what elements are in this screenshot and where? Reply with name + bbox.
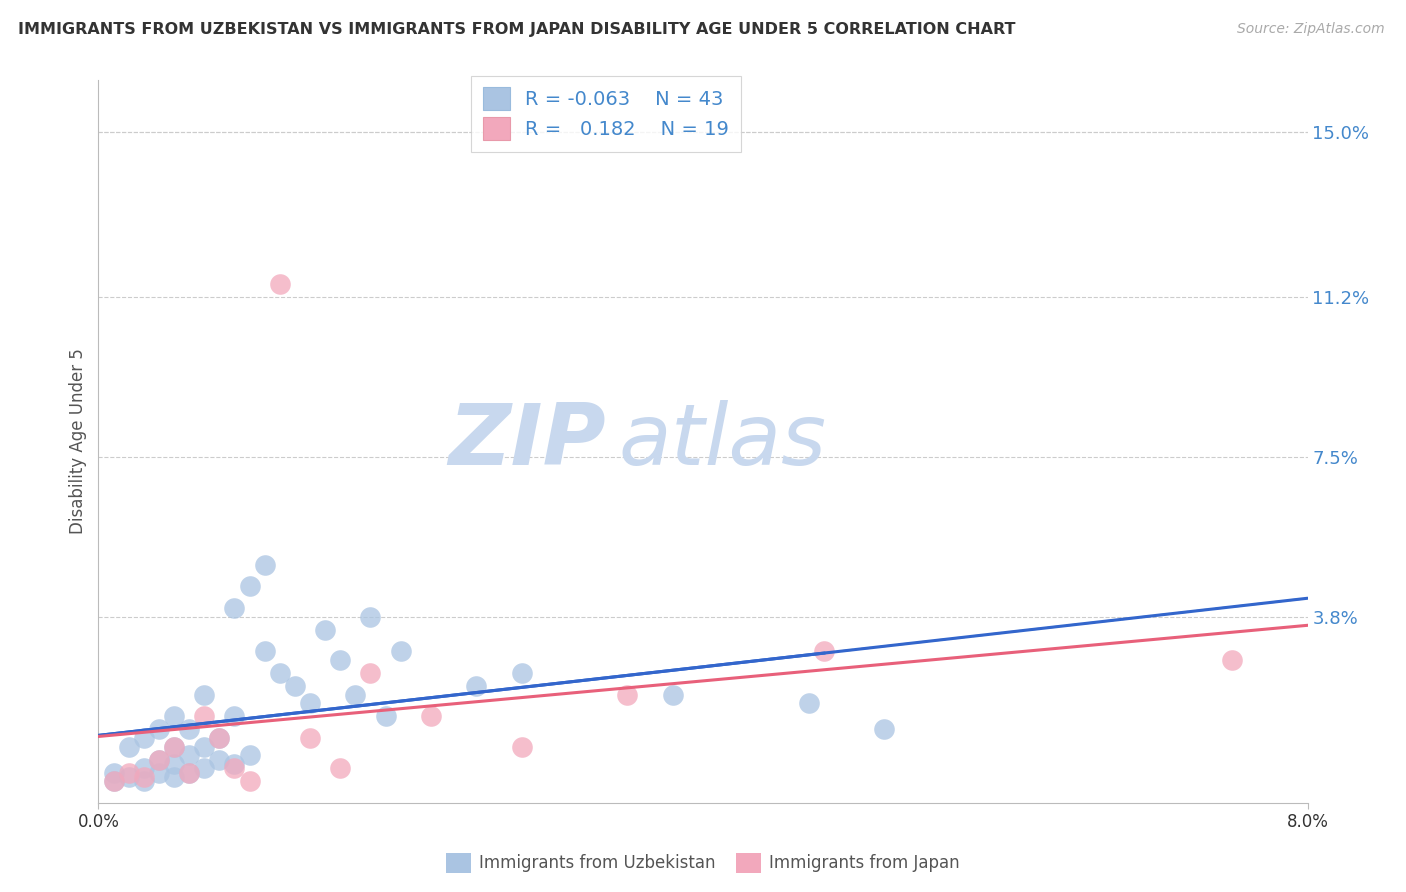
Text: ZIP: ZIP	[449, 400, 606, 483]
Point	[148, 723, 170, 737]
Text: Source: ZipAtlas.com: Source: ZipAtlas.com	[1237, 22, 1385, 37]
Point	[224, 756, 246, 771]
Point	[132, 731, 155, 745]
Point	[239, 748, 262, 763]
Point	[389, 644, 412, 658]
Point	[193, 761, 215, 775]
Point	[163, 739, 186, 754]
Point	[314, 623, 336, 637]
Point	[510, 739, 533, 754]
Point	[208, 731, 231, 745]
Point	[239, 579, 262, 593]
Point	[224, 709, 246, 723]
Point	[224, 761, 246, 775]
Point	[132, 761, 155, 775]
Point	[253, 558, 276, 572]
Point	[148, 752, 170, 766]
Point	[253, 644, 276, 658]
Point	[510, 665, 533, 680]
Point	[132, 774, 155, 789]
Point	[163, 739, 186, 754]
Point	[1220, 653, 1243, 667]
Text: atlas: atlas	[619, 400, 827, 483]
Point	[179, 765, 201, 780]
Point	[193, 688, 215, 702]
Point	[360, 665, 382, 680]
Point	[193, 739, 215, 754]
Point	[103, 765, 125, 780]
Point	[616, 688, 638, 702]
Point	[661, 688, 683, 702]
Point	[329, 653, 352, 667]
Point	[193, 709, 215, 723]
Point	[179, 748, 201, 763]
Point	[148, 752, 170, 766]
Point	[813, 644, 835, 658]
Y-axis label: Disability Age Under 5: Disability Age Under 5	[69, 349, 87, 534]
Point	[208, 731, 231, 745]
Point	[299, 731, 322, 745]
Point	[269, 665, 291, 680]
Point	[163, 756, 186, 771]
Point	[873, 723, 896, 737]
Point	[360, 609, 382, 624]
Point	[179, 765, 201, 780]
Point	[179, 723, 201, 737]
Text: IMMIGRANTS FROM UZBEKISTAN VS IMMIGRANTS FROM JAPAN DISABILITY AGE UNDER 5 CORRE: IMMIGRANTS FROM UZBEKISTAN VS IMMIGRANTS…	[18, 22, 1015, 37]
Point	[374, 709, 396, 723]
Point	[420, 709, 443, 723]
Point	[284, 679, 307, 693]
Point	[269, 277, 291, 291]
Point	[103, 774, 125, 789]
Point	[132, 770, 155, 784]
Legend: Immigrants from Uzbekistan, Immigrants from Japan: Immigrants from Uzbekistan, Immigrants f…	[440, 847, 966, 880]
Point	[344, 688, 367, 702]
Point	[118, 765, 141, 780]
Point	[163, 770, 186, 784]
Point	[118, 770, 141, 784]
Point	[299, 696, 322, 710]
Point	[797, 696, 820, 710]
Legend: R = -0.063    N = 43, R =   0.182    N = 19: R = -0.063 N = 43, R = 0.182 N = 19	[471, 76, 741, 152]
Point	[103, 774, 125, 789]
Point	[465, 679, 488, 693]
Point	[329, 761, 352, 775]
Point	[148, 765, 170, 780]
Point	[118, 739, 141, 754]
Point	[224, 601, 246, 615]
Point	[239, 774, 262, 789]
Point	[208, 752, 231, 766]
Point	[163, 709, 186, 723]
